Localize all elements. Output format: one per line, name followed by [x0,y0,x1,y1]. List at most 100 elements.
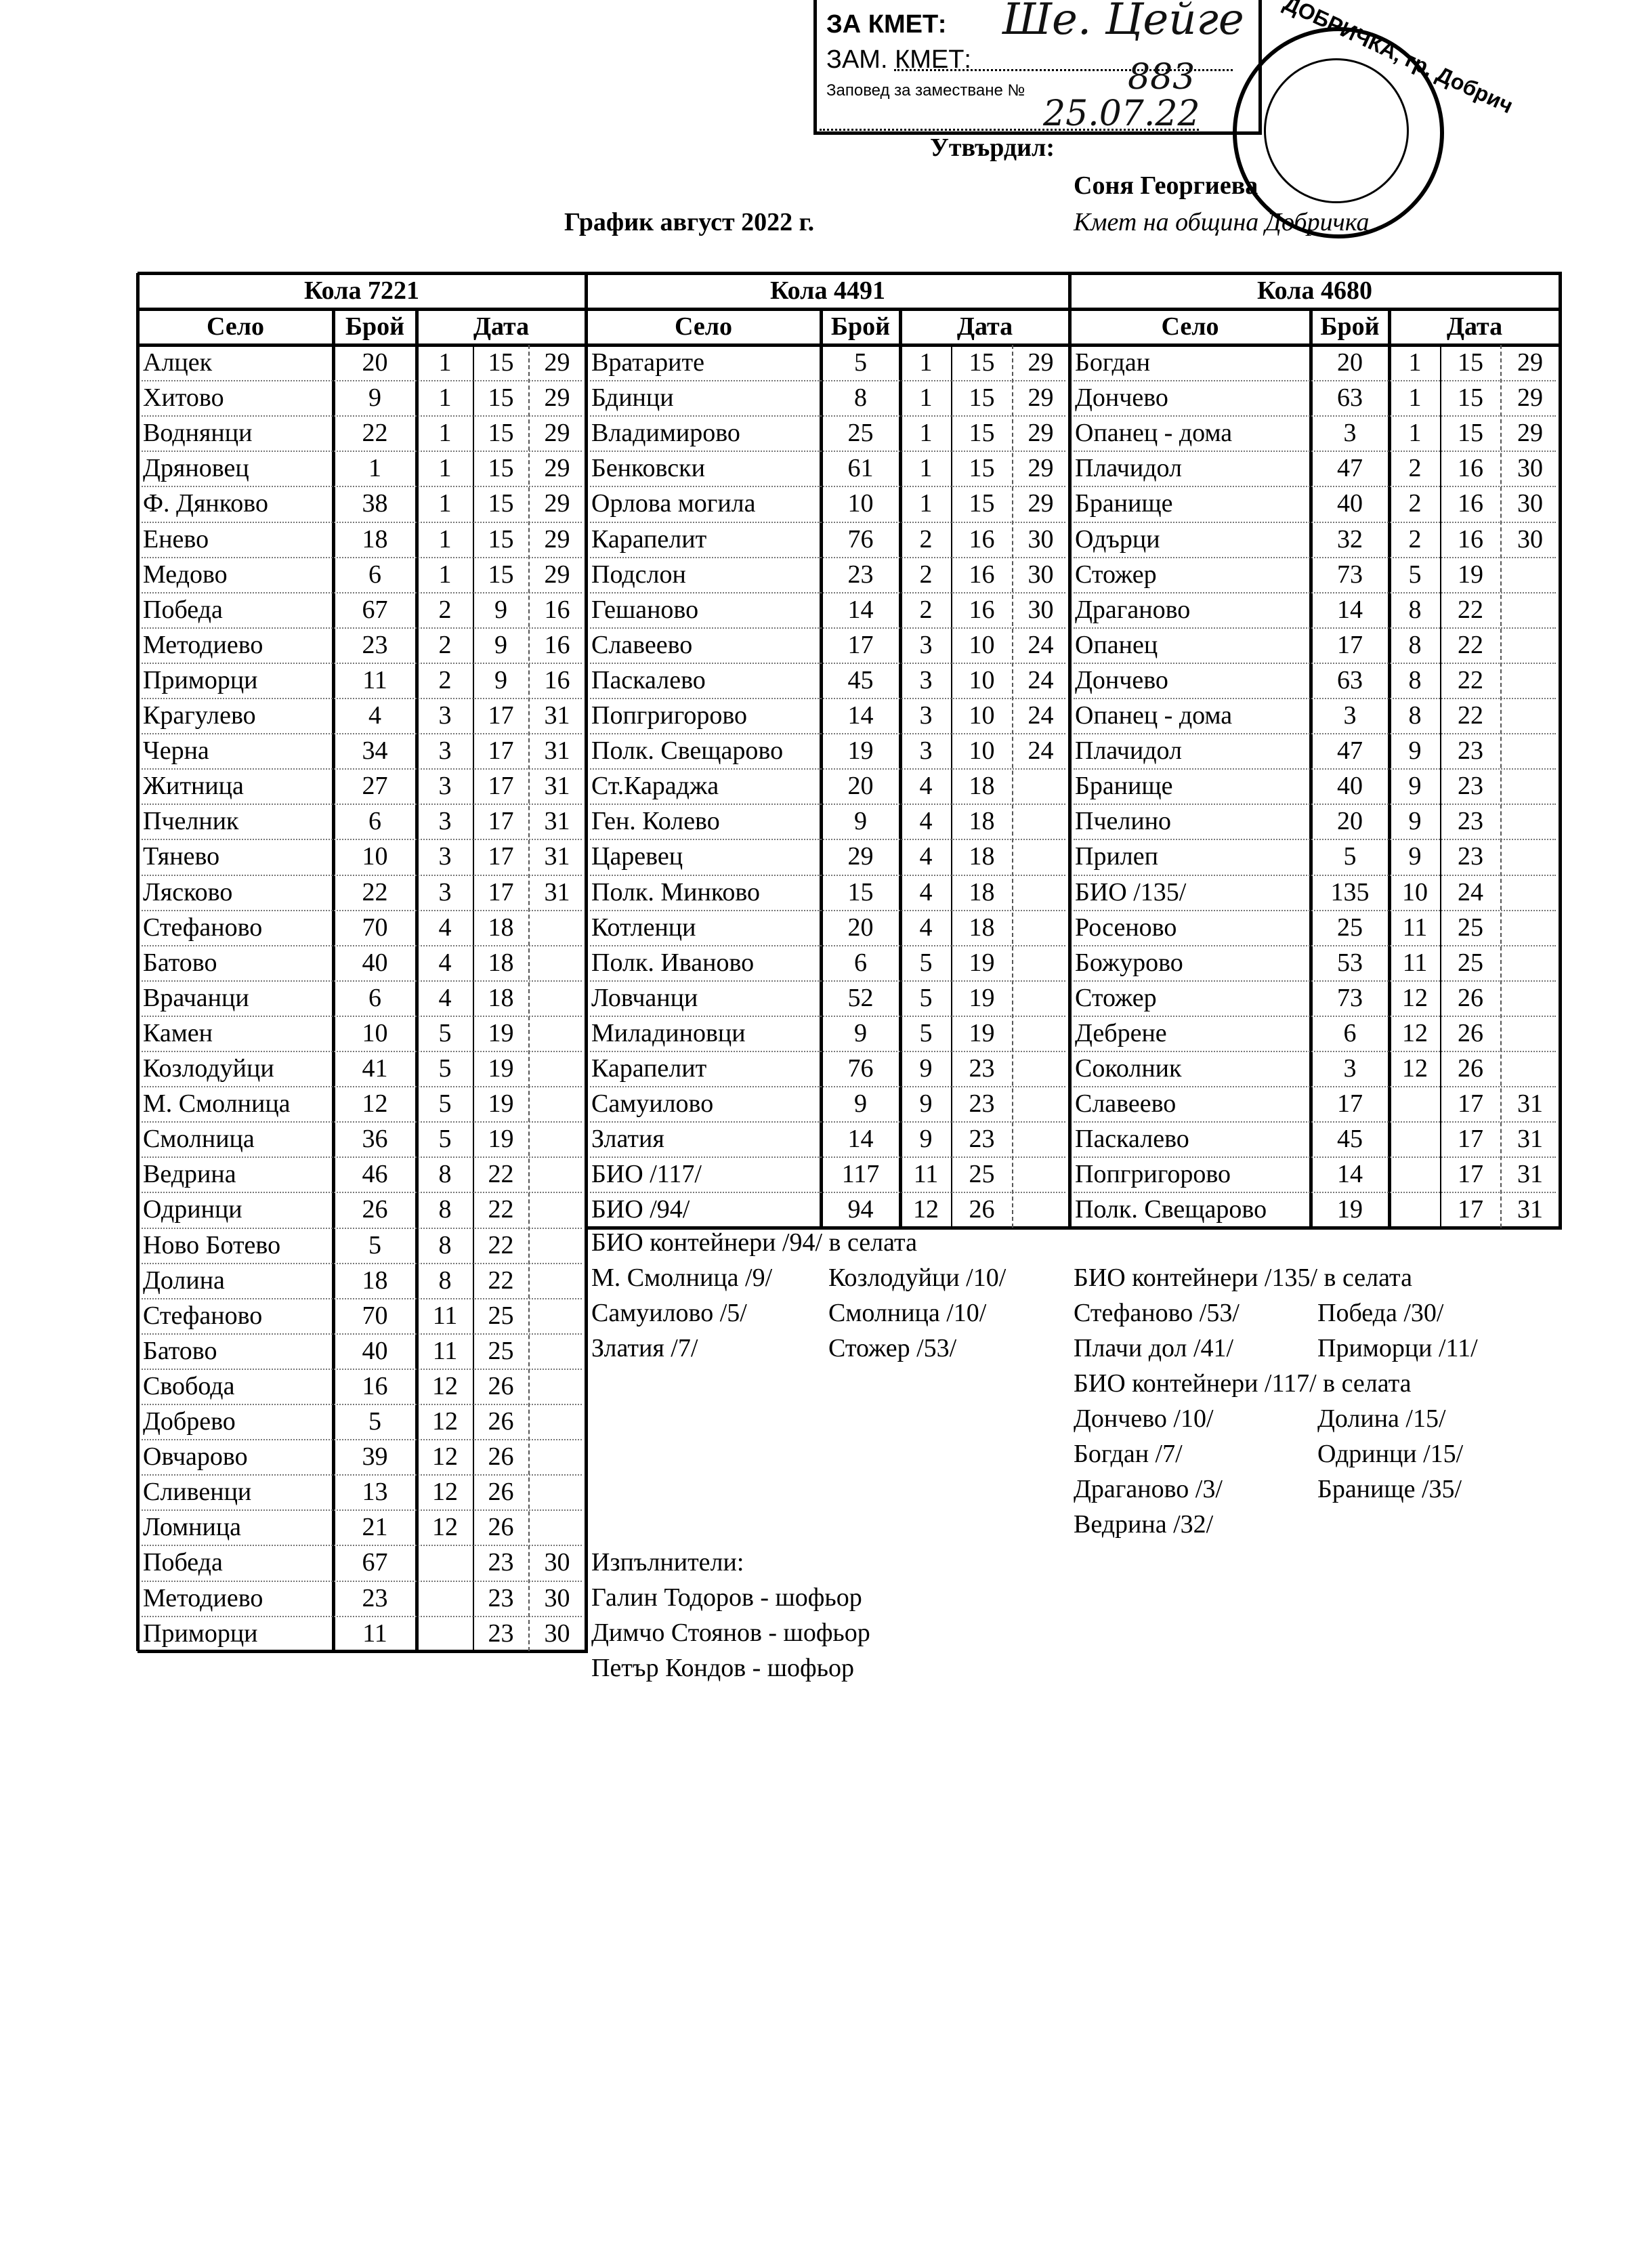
date-cell [528,1051,586,1086]
table-rule [1068,273,1072,1228]
table-rule [899,309,902,1228]
date-cell: 1 [438,560,452,589]
village-cell: Самуилово [591,1089,714,1119]
date-cell: 26 [488,1442,514,1472]
date-cell [1500,592,1560,627]
column-header-date: Дата [473,312,530,341]
table-row: Врачанци 6 4 18 [137,980,586,1016]
date-cell: 24 [1028,630,1054,659]
column-header-village: Село [1161,312,1219,341]
row-divider [142,521,582,523]
count-cell: 25 [1337,913,1363,942]
count-cell: 11 [362,665,387,694]
row-divider [590,1192,1065,1194]
count-cell: 17 [1337,630,1363,659]
date-cell: 31 [1517,1195,1543,1224]
row-divider [1074,486,1556,488]
table-row: Гешаново 14 2 16 30 [586,592,1069,627]
date-cell: 25 [488,1301,514,1330]
date-cell: 11 [913,1160,939,1189]
count-cell: 47 [1337,736,1363,766]
date-cell: 29 [1517,383,1543,413]
date-cell: 23 [1458,842,1483,871]
table-row: Дончево 63 8 22 [1069,663,1560,698]
count-cell: 94 [847,1195,874,1224]
row-divider [142,1086,582,1088]
row-divider [1074,1192,1556,1194]
date-cell: 19 [969,983,995,1012]
table-row: Стефаново 70 11 25 [137,1298,586,1333]
date-cell: 30 [1028,524,1054,554]
village-cell: Овчарово [143,1442,248,1472]
row-divider [142,1439,582,1441]
date-cell: 9 [494,595,507,624]
date-cell: 1 [438,348,452,377]
count-cell: 18 [362,524,388,554]
stamp-line-for-mayor: ЗА КМЕТ: [826,10,947,39]
date-cell: 22 [488,1230,514,1259]
date-cell: 23 [488,1619,514,1648]
table-row: Царевец 29 4 18 [586,839,1069,874]
date-cell: 12 [1402,1018,1428,1047]
village-cell: Тянево [143,842,220,871]
table-row: Опанец - дома 3 1 15 29 [1069,415,1560,451]
date-cell: 8 [438,1160,452,1189]
date-cell: 5 [438,1054,452,1083]
row-divider [142,1368,582,1370]
row-divider [142,627,582,629]
count-cell: 40 [362,1336,388,1365]
date-cell: 8 [1408,665,1422,694]
date-cell: 8 [1408,701,1422,730]
count-cell: 70 [362,913,388,942]
count-cell: 10 [847,489,874,518]
date-cell: 23 [1458,772,1483,801]
village-cell: Опанец - дома [1075,419,1233,448]
date-cell: 16 [1458,489,1483,518]
row-divider [590,662,1065,664]
date-cell: 15 [488,348,514,377]
date-cell: 31 [544,842,570,871]
bio-containers-135-item: Плачи дол /41/ [1074,1334,1234,1362]
table-row: Медово 6 1 15 29 [137,557,586,592]
village-cell: Паскалево [591,665,706,694]
date-cell: 15 [488,383,514,413]
date-cell: 15 [488,524,514,554]
date-cell: 17 [1458,1160,1483,1189]
village-cell: Батово [143,1336,217,1365]
bio-containers-94-item: Златия /7/ [591,1334,698,1362]
date-cell [528,980,586,1016]
date-cell: 26 [488,1478,514,1507]
date-cell: 17 [1458,1125,1483,1154]
date-cell: 29 [1028,383,1054,413]
column-header-village: Село [206,312,265,341]
date-divider [951,345,952,1228]
count-cell: 45 [847,665,874,694]
row-divider [142,1015,582,1017]
table-row: Славеево 17 3 10 24 [586,627,1069,663]
date-cell [1500,875,1560,910]
count-cell: 36 [362,1125,388,1154]
date-cell [528,1156,586,1192]
column-header-count: Брой [830,312,891,341]
date-cell: 8 [438,1266,452,1295]
village-cell: Дончево [1075,383,1168,413]
count-cell: 6 [854,948,867,977]
approver-position: Кмет на община Добричка [1074,208,1370,236]
date-cell: 17 [1458,1089,1483,1119]
count-cell: 27 [362,772,388,801]
date-cell: 16 [544,630,570,659]
count-cell: 73 [1337,983,1363,1012]
village-cell: Батово [143,948,217,977]
count-cell: 6 [368,560,381,589]
village-cell: Ломница [143,1513,242,1542]
date-cell: 1 [1408,419,1422,448]
table-row: Дряновец 1 1 15 29 [137,451,586,486]
date-cell: 17 [488,736,514,766]
date-cell [528,1439,586,1474]
date-cell: 29 [1028,348,1054,377]
date-cell: 15 [969,383,995,413]
row-divider [590,698,1065,699]
date-cell: 5 [919,948,933,977]
date-cell: 29 [544,524,570,554]
date-cell [528,1474,586,1509]
